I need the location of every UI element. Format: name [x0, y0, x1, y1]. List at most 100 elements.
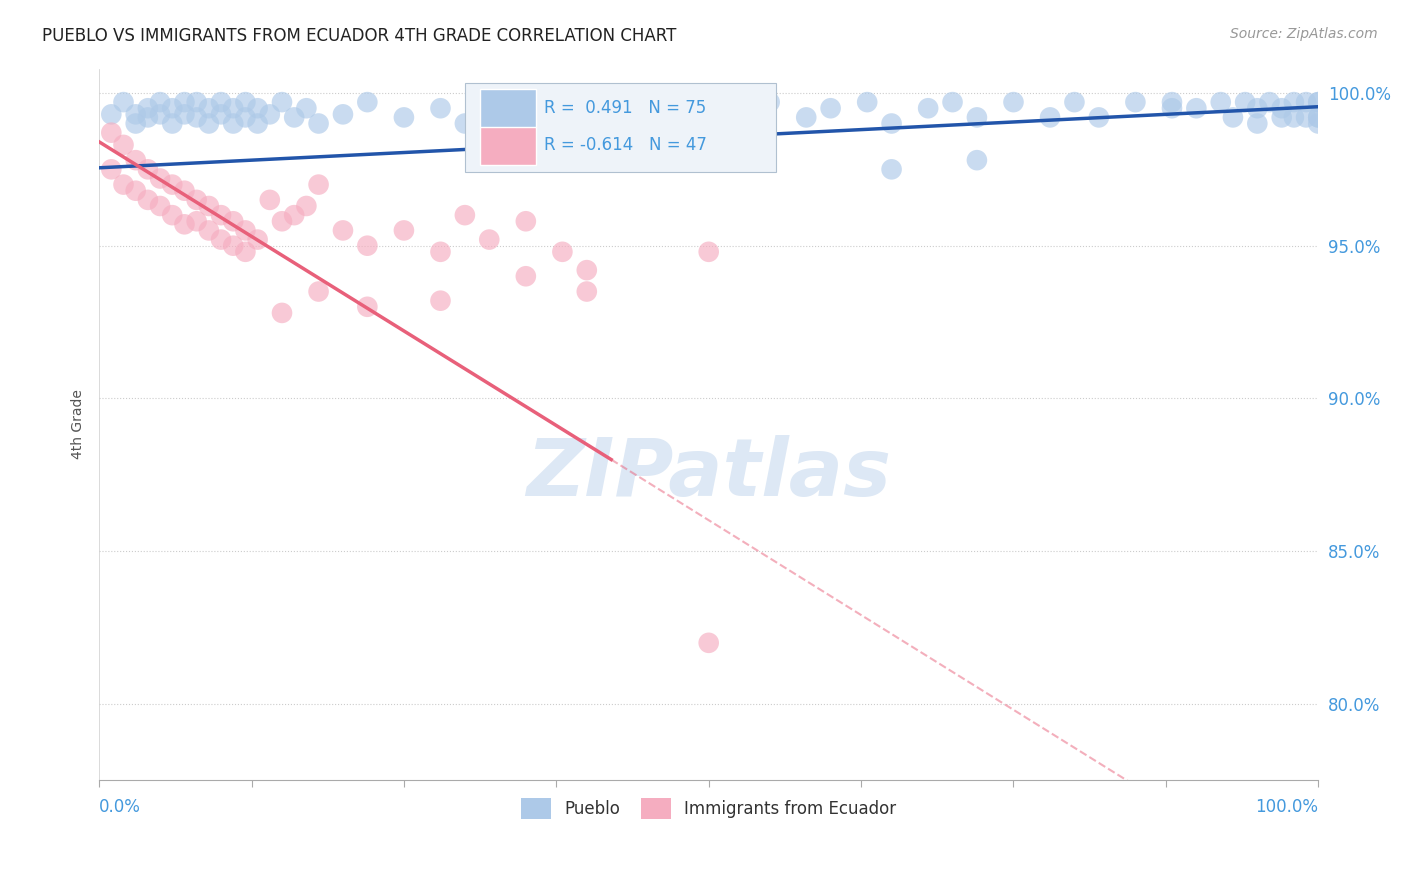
Point — [173, 107, 195, 121]
Point — [100, 107, 122, 121]
Point — [1308, 95, 1330, 109]
Text: Source: ZipAtlas.com: Source: ZipAtlas.com — [1230, 27, 1378, 41]
Point — [125, 153, 148, 168]
Point — [271, 306, 294, 320]
Legend: Pueblo, Immigrants from Ecuador: Pueblo, Immigrants from Ecuador — [515, 792, 903, 825]
Point — [1295, 95, 1317, 109]
Point — [966, 153, 988, 168]
Point — [162, 101, 184, 115]
Point — [1209, 95, 1232, 109]
Point — [880, 116, 903, 130]
Point — [136, 162, 159, 177]
Point — [308, 178, 330, 192]
Point — [308, 116, 330, 130]
Point — [308, 285, 330, 299]
Point — [392, 111, 415, 125]
Point — [1258, 95, 1281, 109]
Point — [758, 95, 780, 109]
Point — [186, 111, 208, 125]
Point — [271, 95, 294, 109]
Point — [259, 107, 281, 121]
Point — [1234, 95, 1257, 109]
Point — [209, 107, 232, 121]
Point — [429, 101, 451, 115]
Text: 100.0%: 100.0% — [1256, 798, 1319, 816]
Point — [1308, 111, 1330, 125]
Point — [173, 184, 195, 198]
Point — [209, 95, 232, 109]
Point — [149, 95, 172, 109]
Point — [551, 244, 574, 259]
Point — [856, 95, 879, 109]
Point — [515, 214, 537, 228]
Point — [1246, 116, 1268, 130]
Point — [209, 208, 232, 222]
Point — [1271, 101, 1294, 115]
Point — [259, 193, 281, 207]
Point — [1282, 111, 1305, 125]
Point — [162, 208, 184, 222]
FancyBboxPatch shape — [479, 127, 536, 165]
Point — [222, 238, 245, 252]
Point — [186, 95, 208, 109]
Point — [186, 193, 208, 207]
Text: ZIPatlas: ZIPatlas — [526, 435, 891, 513]
Point — [198, 116, 221, 130]
Point — [697, 101, 720, 115]
Point — [794, 111, 817, 125]
Point — [235, 223, 257, 237]
Point — [1039, 111, 1062, 125]
Point — [820, 101, 842, 115]
Point — [235, 111, 257, 125]
Point — [478, 233, 501, 247]
Point — [356, 95, 378, 109]
Point — [356, 238, 378, 252]
Point — [112, 95, 135, 109]
Point — [209, 233, 232, 247]
Point — [136, 111, 159, 125]
Point — [246, 233, 269, 247]
Point — [673, 111, 696, 125]
Point — [1161, 95, 1184, 109]
Point — [332, 223, 354, 237]
Point — [136, 101, 159, 115]
FancyBboxPatch shape — [465, 83, 776, 172]
Point — [222, 116, 245, 130]
Point — [515, 269, 537, 284]
Point — [186, 214, 208, 228]
Point — [880, 162, 903, 177]
Point — [246, 116, 269, 130]
FancyBboxPatch shape — [479, 89, 536, 128]
Point — [356, 300, 378, 314]
Point — [697, 244, 720, 259]
Point — [198, 223, 221, 237]
Point — [112, 178, 135, 192]
Point — [575, 285, 598, 299]
Point — [162, 116, 184, 130]
Text: PUEBLO VS IMMIGRANTS FROM ECUADOR 4TH GRADE CORRELATION CHART: PUEBLO VS IMMIGRANTS FROM ECUADOR 4TH GR… — [42, 27, 676, 45]
Point — [697, 636, 720, 650]
Y-axis label: 4th Grade: 4th Grade — [72, 390, 86, 459]
Point — [112, 137, 135, 152]
Text: R =  0.491   N = 75: R = 0.491 N = 75 — [544, 99, 706, 117]
Point — [1125, 95, 1147, 109]
Point — [575, 111, 598, 125]
Point — [246, 101, 269, 115]
Point — [149, 107, 172, 121]
Text: 0.0%: 0.0% — [100, 798, 141, 816]
Point — [429, 244, 451, 259]
Point — [575, 263, 598, 277]
Point — [1308, 116, 1330, 130]
Point — [125, 184, 148, 198]
Text: R = -0.614   N = 47: R = -0.614 N = 47 — [544, 136, 707, 153]
Point — [125, 107, 148, 121]
Point — [283, 111, 305, 125]
Point — [295, 101, 318, 115]
Point — [173, 95, 195, 109]
Point — [1246, 101, 1268, 115]
Point — [162, 178, 184, 192]
Point — [966, 111, 988, 125]
Point — [125, 116, 148, 130]
Point — [198, 199, 221, 213]
Point — [1002, 95, 1025, 109]
